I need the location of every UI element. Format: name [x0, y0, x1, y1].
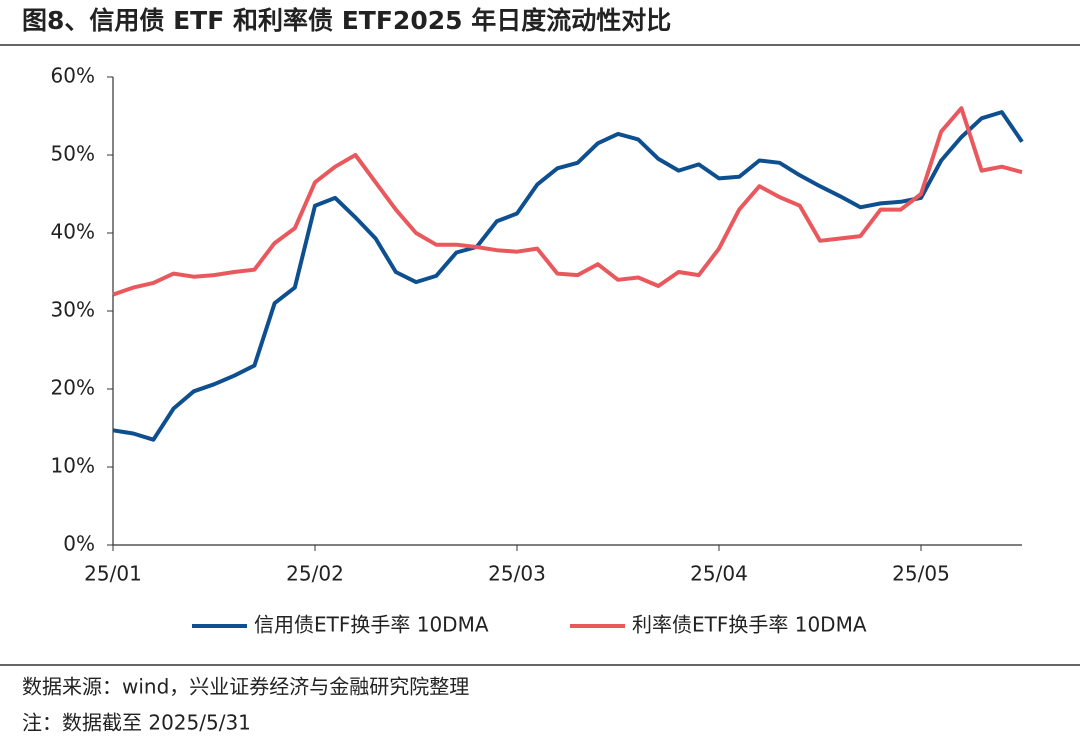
y-tick-label: 40% [51, 220, 95, 244]
legend-label: 信用债ETF换手率 10DMA [254, 613, 489, 637]
date-note: 注：数据截至 2025/5/31 [22, 711, 251, 735]
y-tick-label: 20% [51, 376, 95, 400]
y-tick-label: 50% [51, 142, 95, 166]
source-note: 数据来源：wind，兴业证券经济与金融研究院整理 [22, 675, 469, 699]
y-tick-label: 60% [51, 64, 95, 88]
series-line [112, 106, 1023, 297]
x-tick-label: 25/03 [488, 562, 546, 586]
y-tick-label: 0% [63, 532, 95, 556]
legend-label: 利率债ETF换手率 10DMA [632, 613, 867, 637]
y-tick-label: 30% [51, 298, 95, 322]
series-line [112, 110, 1024, 442]
x-tick-label: 25/02 [286, 562, 344, 586]
x-tick-label: 25/05 [892, 562, 950, 586]
x-tick-label: 25/01 [84, 562, 142, 586]
x-tick-label: 25/04 [690, 562, 748, 586]
chart-title: 图8、信用债 ETF 和利率债 ETF2025 年日度流动性对比 [22, 6, 671, 35]
y-tick-label: 10% [51, 454, 95, 478]
